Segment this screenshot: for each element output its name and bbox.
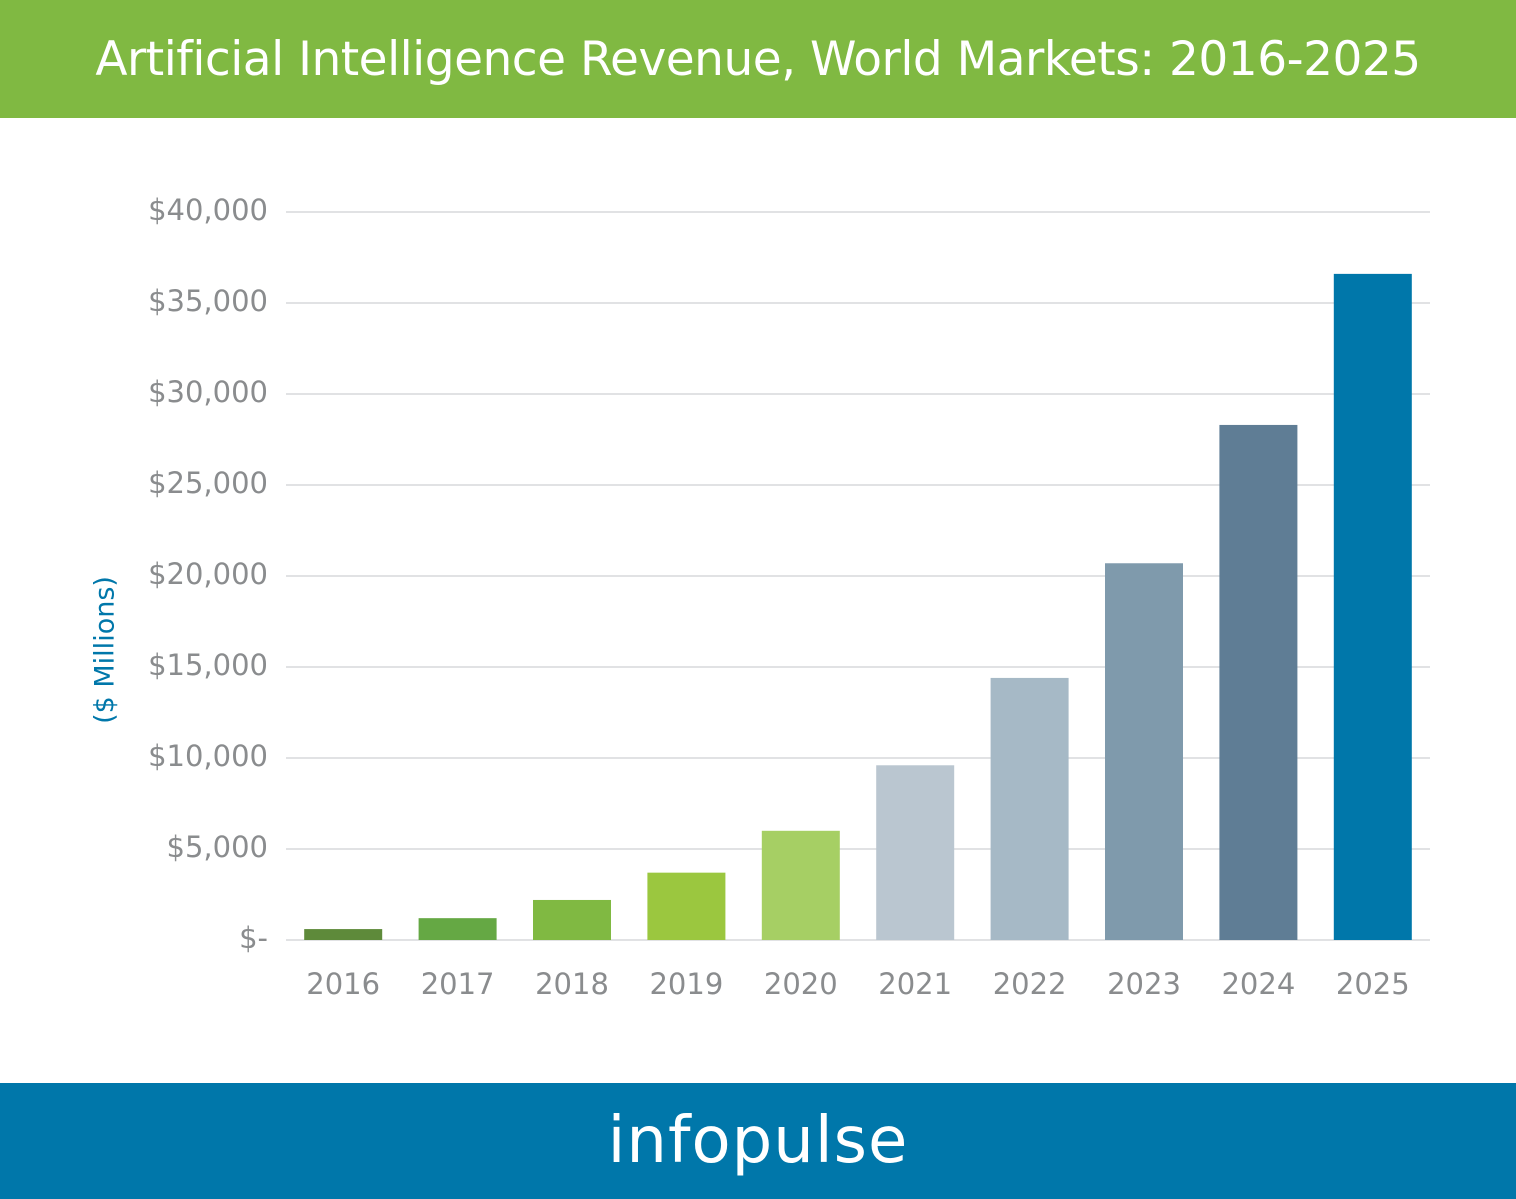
bar-2017 [418, 918, 497, 940]
bar-2023 [1105, 563, 1183, 940]
gridlines [286, 211, 1430, 941]
bar-2019 [647, 872, 726, 940]
chart-area: $40,000 $35,000 $30,000 $25,000 $20,000 $15,0… [90, 193, 1430, 1001]
brand-logo: infopulse [607, 1104, 909, 1178]
y-tick-label: $5,000 [167, 830, 268, 864]
x-axis-ticks: 2016 2017 2018 2019 2020 2021 2022 2023 2024 2025 [306, 967, 1409, 1001]
x-tick-label: 2021 [878, 967, 952, 1001]
y-axis-ticks: $40,000 $35,000 $30,000 $25,000 $20,000 $15,0… [148, 193, 268, 955]
x-tick-label: 2020 [764, 967, 838, 1001]
x-tick-label: 2016 [306, 967, 380, 1001]
bars [304, 273, 1412, 940]
bar-2021 [876, 765, 955, 940]
x-tick-label: 2023 [1107, 967, 1181, 1001]
bar-2016 [304, 929, 383, 940]
y-axis-label: ($ Millions) [90, 576, 121, 724]
bar-2022 [990, 677, 1069, 940]
bar-2025 [1333, 273, 1412, 940]
y-tick-label: $- [239, 921, 268, 955]
bar-2018 [533, 899, 611, 940]
y-tick-label: $25,000 [148, 466, 268, 500]
x-tick-label: 2025 [1336, 967, 1410, 1001]
x-tick-label: 2022 [993, 967, 1067, 1001]
y-tick-label: $35,000 [148, 284, 268, 318]
y-tick-label: $30,000 [148, 375, 268, 409]
header-bar: Artificial Intelligence Revenue, World M… [0, 0, 1516, 118]
y-tick-label: $20,000 [148, 557, 268, 591]
bar-2020 [761, 830, 840, 940]
footer-bar: infopulse [0, 1083, 1516, 1199]
y-tick-label: $15,000 [148, 648, 268, 682]
bar-2024 [1219, 424, 1298, 940]
y-tick-label: $40,000 [148, 193, 268, 227]
x-tick-label: 2017 [421, 967, 495, 1001]
y-tick-label: $10,000 [148, 739, 268, 773]
x-tick-label: 2024 [1221, 967, 1295, 1001]
chart-title: Artificial Intelligence Revenue, World M… [95, 31, 1421, 87]
x-tick-label: 2019 [649, 967, 723, 1001]
x-tick-label: 2018 [535, 967, 609, 1001]
